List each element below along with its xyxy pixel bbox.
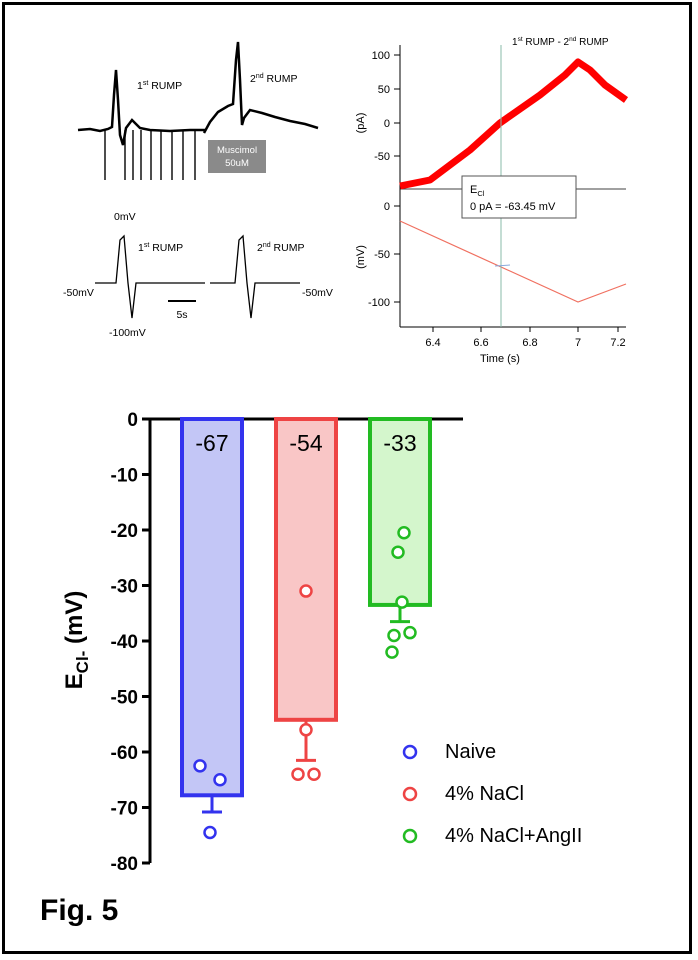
trace-2nd-rump — [202, 41, 319, 134]
legend-label-2: 4% NaCl+AngII — [445, 825, 582, 847]
voltage-tick-0: 0 — [384, 201, 390, 213]
bar-y-tick-label: -50 — [111, 688, 138, 709]
muscimol-concentration: 50uM — [225, 158, 249, 169]
cursor-intersect — [494, 264, 511, 267]
current-axis-label: (pA) — [355, 113, 367, 134]
bar-y-tick-label: -10 — [111, 466, 138, 487]
ecl-annotation-title: ECl — [470, 184, 485, 198]
label-2nd-rump-bottom: 2nd RUMP — [257, 242, 304, 254]
voltage-tick-minus50: -50 — [374, 249, 390, 261]
raw-traces-panel: Muscimol 50uM 1st RUMP 2nd RUMP 0mV -50m… — [63, 41, 333, 339]
current-ramp-trace — [399, 58, 629, 190]
legend-marker-2 — [402, 828, 418, 844]
legend-label-1: 4% NaCl — [445, 783, 524, 805]
current-tick-minus50: -50 — [374, 151, 390, 163]
scale-bar-label: 5s — [176, 309, 187, 321]
data-point — [299, 723, 313, 737]
ramp-x-ticks — [432, 327, 619, 332]
label-0mv: 0mV — [114, 211, 136, 223]
ecl-annotation-box — [461, 175, 577, 219]
data-point — [193, 759, 207, 773]
bar-value-label-2: -33 — [383, 430, 416, 456]
voltage-tick-minus100: -100 — [368, 297, 390, 309]
data-point — [203, 825, 217, 840]
ramp-x-label: Time (s) — [480, 353, 520, 365]
bar-y-axis-label: ECl- (mV) — [61, 591, 92, 690]
bar-value-label-0: -67 — [195, 430, 228, 456]
muscimol-label: Muscimol — [217, 145, 257, 156]
ramp-title: 1st RUMP - 2nd RUMP — [512, 36, 609, 48]
data-point — [403, 625, 417, 640]
data-point — [387, 628, 401, 643]
data-point — [395, 595, 409, 609]
current-tick-0: 0 — [384, 118, 390, 130]
voltage-protocol-2 — [210, 234, 300, 319]
bar-value-labels: -67 -54 -33 — [195, 430, 416, 456]
label-hold-right: -50mV — [302, 287, 333, 299]
data-point — [213, 773, 227, 787]
figure-label: Fig. 5 — [40, 894, 118, 927]
label-1st-rump-top: 1st RUMP — [137, 80, 182, 92]
trace-1st-rump — [77, 69, 205, 146]
bar-y-tick-label: 0 — [127, 410, 138, 431]
voltage-ticks — [394, 205, 400, 303]
current-tick-100: 100 — [372, 50, 390, 62]
x-tick-7.2: 7.2 — [610, 337, 625, 349]
voltage-protocol-1 — [95, 234, 205, 319]
current-ticks — [394, 54, 400, 157]
x-tick-6.8: 6.8 — [522, 337, 537, 349]
bar-y-tick-label: -40 — [111, 632, 138, 653]
data-point — [391, 545, 405, 559]
data-point — [307, 767, 321, 781]
bar-value-label-1: -54 — [289, 430, 322, 456]
ramp-panel: 1st RUMP - 2nd RUMP 100 50 0 -50 (pA) 0 … — [355, 36, 629, 365]
bar-y-ticks: 0 -10 -20 -30 -40 -50 -60 -70 -80 — [111, 410, 150, 875]
x-tick-6.4: 6.4 — [425, 337, 440, 349]
bar-y-tick-label: -80 — [111, 854, 138, 875]
bar-y-tick-label: -30 — [111, 577, 138, 598]
x-tick-7: 7 — [575, 337, 581, 349]
legend-label-0: Naive — [445, 741, 496, 763]
data-point — [291, 767, 305, 781]
bar-y-tick-label: -60 — [111, 743, 138, 764]
ecl-annotation-value: 0 pA = -63.45 mV — [470, 201, 556, 213]
data-point — [385, 645, 399, 659]
legend: Naive 4% NaCl 4% NaCl+AngII — [402, 741, 582, 847]
data-point — [397, 526, 411, 540]
label-hold-left: -50mV — [63, 287, 94, 299]
bar-1 — [274, 417, 338, 722]
voltage-axis-label: (mV) — [355, 245, 367, 269]
data-point — [299, 584, 313, 598]
legend-marker-1 — [402, 786, 418, 802]
spike-train — [104, 130, 196, 180]
data-points — [193, 526, 417, 840]
label-minus100mv: -100mV — [109, 327, 146, 339]
ecl-bar-chart: 0 -10 -20 -30 -40 -50 -60 -70 -80 -67 -54 -33 ECl-… — [61, 410, 582, 875]
x-tick-6.6: 6.6 — [473, 337, 488, 349]
bar-0 — [180, 417, 244, 798]
bar-y-tick-label: -20 — [111, 521, 138, 542]
muscimol-box — [208, 140, 266, 173]
bars — [180, 417, 432, 798]
voltage-ramp-trace — [399, 220, 627, 303]
legend-marker-0 — [402, 744, 418, 760]
current-tick-50: 50 — [378, 84, 390, 96]
bar-y-tick-label: -70 — [111, 799, 138, 820]
label-1st-rump-bottom: 1st RUMP — [138, 242, 183, 254]
label-2nd-rump-top: 2nd RUMP — [250, 73, 297, 85]
